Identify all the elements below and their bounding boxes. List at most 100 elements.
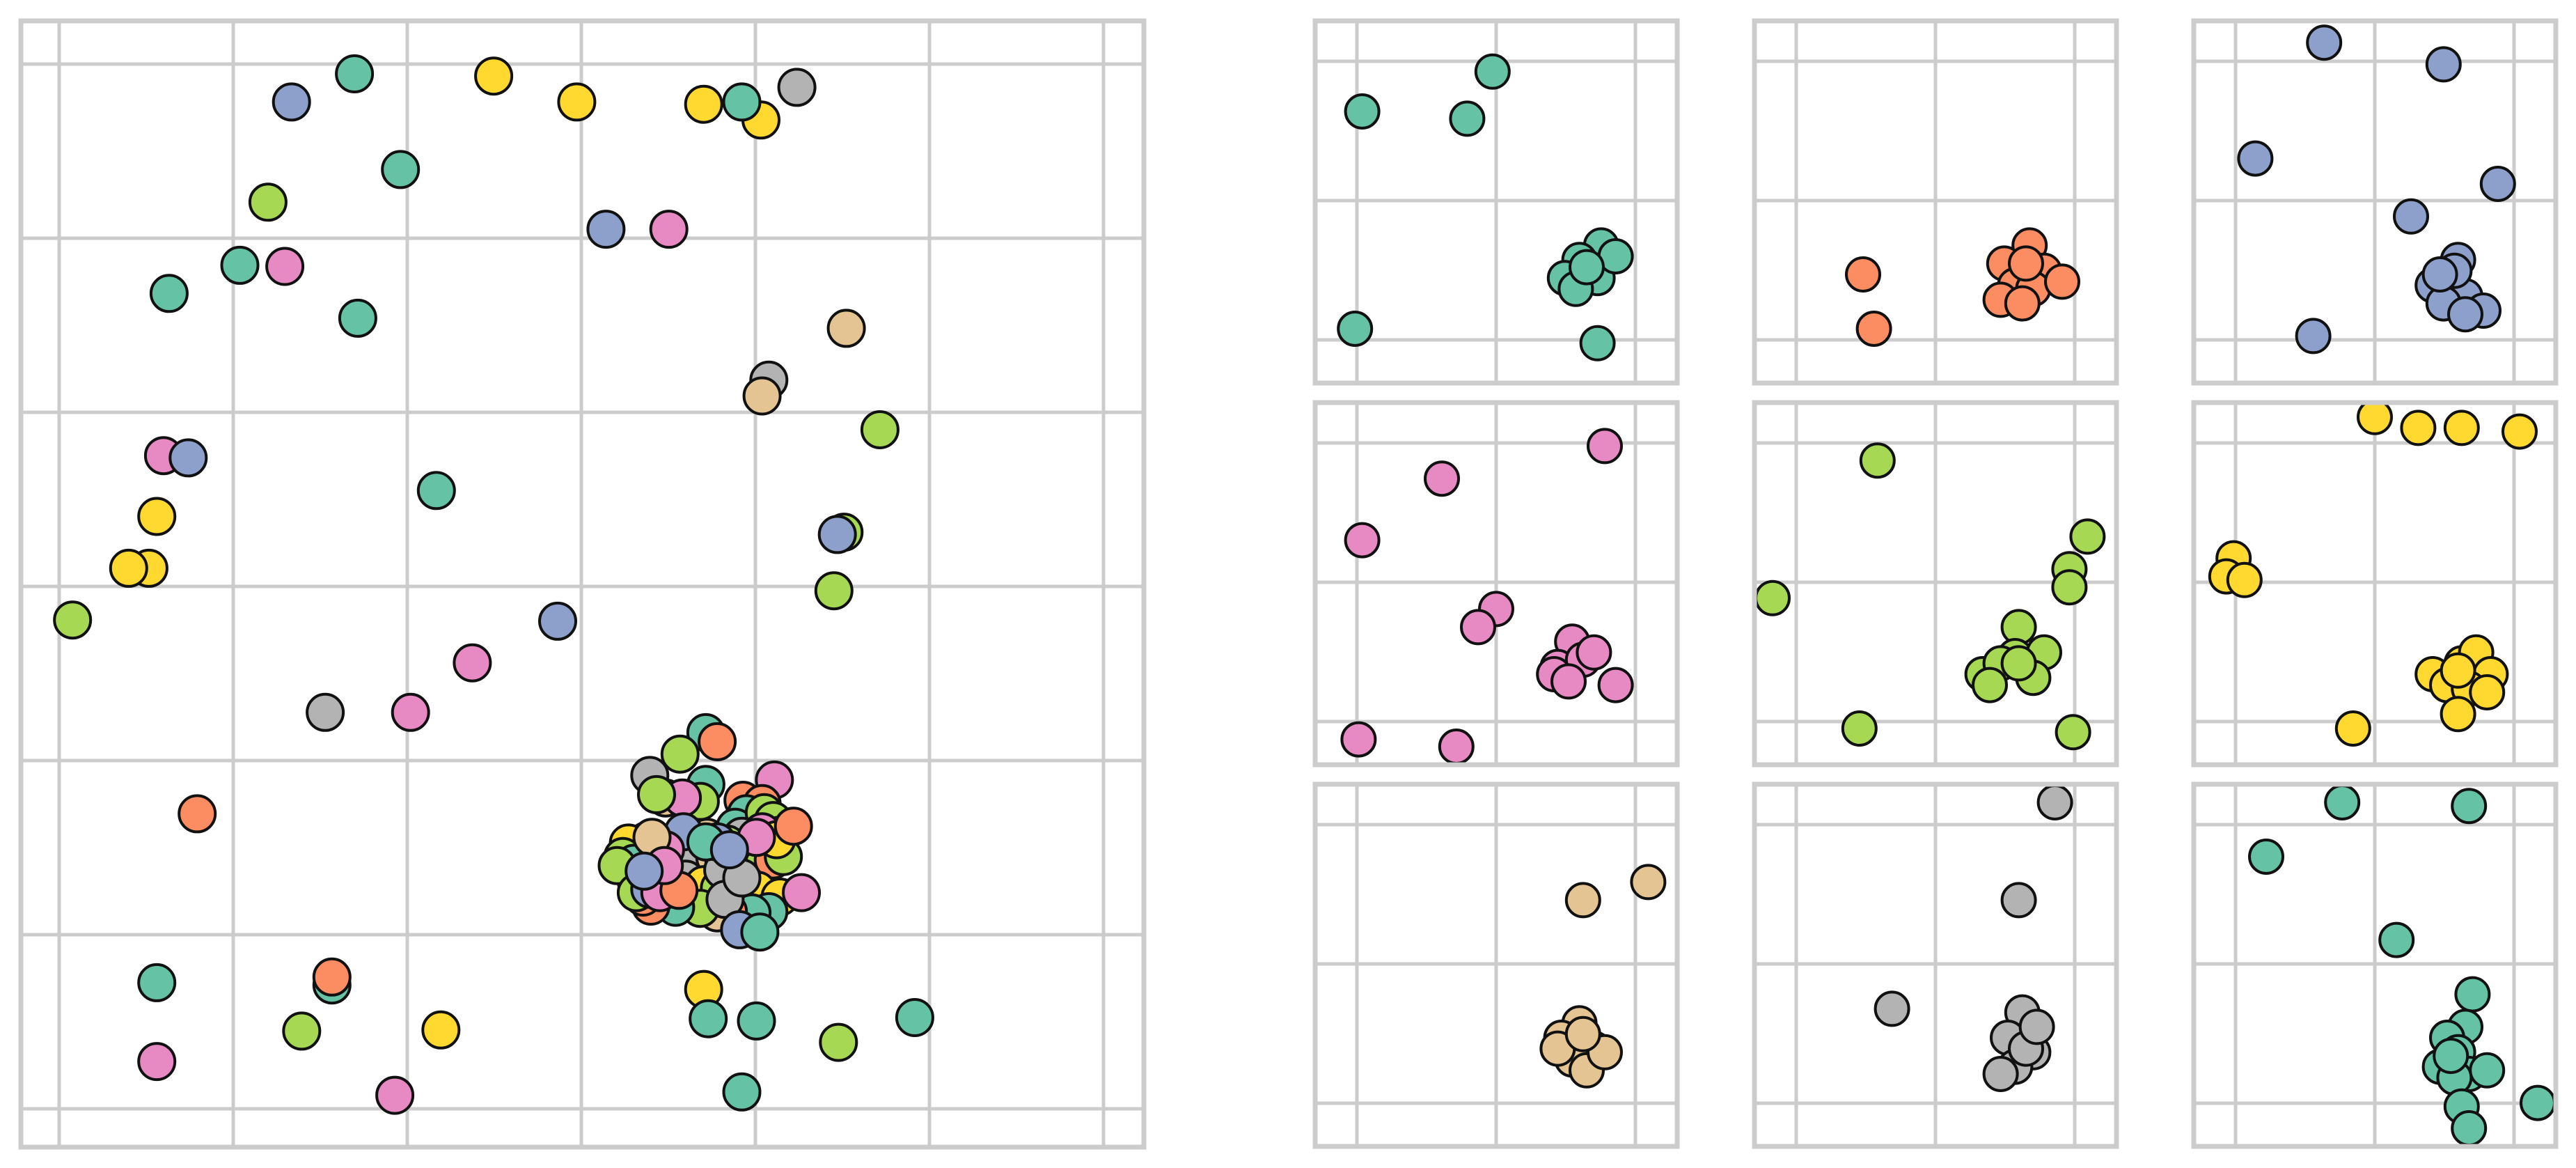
gridlines bbox=[1315, 784, 1677, 1146]
data-point-yellow bbox=[2440, 652, 2476, 689]
points bbox=[2248, 784, 2556, 1146]
data-point-pink bbox=[1344, 522, 1381, 559]
data-point-orange bbox=[2008, 245, 2044, 282]
data-point-teal bbox=[416, 471, 456, 511]
data-point-gray bbox=[2018, 1009, 2055, 1045]
data-point-teal bbox=[1569, 249, 1605, 286]
data-point-pink bbox=[391, 692, 430, 732]
data-point-teal bbox=[381, 150, 421, 189]
data-point-blue bbox=[538, 601, 577, 641]
data-point-teal bbox=[722, 82, 762, 122]
data-point-teal bbox=[2248, 839, 2284, 875]
data-point-orange bbox=[312, 957, 352, 997]
data-point-green bbox=[1754, 579, 1791, 616]
panel-gray bbox=[1752, 781, 2119, 1149]
data-point-tan bbox=[1564, 882, 1601, 919]
data-point-green bbox=[53, 600, 93, 640]
data-point-tan bbox=[1630, 864, 1667, 901]
data-point-teal bbox=[220, 245, 260, 285]
data-point-tan bbox=[826, 309, 866, 348]
data-point-gray bbox=[777, 68, 817, 107]
panel-frame bbox=[1312, 400, 1680, 768]
panel-frame bbox=[1752, 18, 2119, 386]
data-point-gray bbox=[2036, 784, 2073, 820]
data-point-gray bbox=[2000, 882, 2037, 919]
data-point-teal bbox=[1474, 53, 1511, 90]
data-point-teal bbox=[2433, 1038, 2469, 1074]
data-point-green bbox=[2055, 714, 2091, 751]
data-point-pink bbox=[1550, 663, 1587, 700]
data-point-blue bbox=[625, 851, 664, 891]
data-point-teal bbox=[2469, 1052, 2506, 1089]
points bbox=[1337, 53, 1634, 361]
panel-yellow bbox=[2191, 400, 2559, 768]
data-point-teal bbox=[722, 1072, 762, 1112]
data-point-teal bbox=[338, 298, 377, 338]
data-point-green bbox=[282, 1011, 322, 1051]
data-point-blue bbox=[272, 82, 311, 122]
data-point-blue bbox=[817, 515, 857, 554]
data-point-pink bbox=[782, 873, 821, 912]
data-point-teal bbox=[1449, 100, 1486, 137]
panel-overview bbox=[18, 18, 1147, 1150]
panel-frame bbox=[1312, 18, 1680, 386]
data-point-orange bbox=[1855, 311, 1892, 347]
data-point-teal bbox=[2324, 784, 2361, 820]
data-point-gray bbox=[1982, 1056, 2019, 1092]
panel-frame bbox=[1312, 781, 1680, 1149]
data-point-green bbox=[1972, 667, 2008, 703]
data-point-green bbox=[2051, 569, 2088, 606]
data-point-blue bbox=[586, 210, 626, 249]
gridlines bbox=[1754, 784, 2116, 1146]
data-point-green bbox=[2000, 645, 2037, 682]
points bbox=[2237, 24, 2516, 355]
data-point-teal bbox=[689, 999, 728, 1038]
data-point-tan bbox=[1564, 1015, 1601, 1052]
points bbox=[1874, 784, 2073, 1092]
data-point-pink bbox=[453, 643, 492, 683]
data-point-teal bbox=[149, 274, 189, 313]
data-point-blue bbox=[709, 830, 749, 870]
points bbox=[1539, 864, 1667, 1089]
data-point-blue bbox=[168, 438, 208, 478]
data-point-pink bbox=[1340, 721, 1377, 758]
data-point-pink bbox=[137, 1042, 177, 1082]
data-point-yellow bbox=[684, 84, 723, 124]
data-point-yellow bbox=[2357, 403, 2393, 435]
data-point-green bbox=[1859, 442, 1896, 479]
data-point-yellow bbox=[2443, 410, 2480, 446]
gridlines bbox=[2194, 784, 2556, 1146]
data-point-orange bbox=[178, 794, 217, 834]
data-point-blue bbox=[2479, 166, 2516, 202]
data-point-teal bbox=[895, 998, 934, 1037]
data-point-teal bbox=[335, 54, 375, 93]
data-point-green bbox=[814, 571, 854, 611]
panel-teal bbox=[1312, 18, 1680, 386]
panel-frame bbox=[2191, 781, 2559, 1149]
data-point-yellow bbox=[557, 82, 597, 122]
data-point-teal bbox=[2520, 1084, 2556, 1121]
points bbox=[1845, 227, 2080, 347]
data-point-orange bbox=[2004, 285, 2041, 322]
panel-frame bbox=[1752, 400, 2119, 768]
data-point-yellow bbox=[474, 56, 514, 96]
points bbox=[53, 54, 934, 1115]
data-point-green bbox=[860, 410, 900, 449]
data-point-yellow bbox=[421, 1010, 461, 1050]
data-point-pink bbox=[1438, 729, 1475, 765]
data-point-teal bbox=[2451, 1110, 2488, 1146]
data-point-green bbox=[637, 774, 676, 814]
data-point-orange bbox=[773, 807, 813, 846]
data-point-blue bbox=[2295, 318, 2332, 355]
data-point-pink bbox=[1460, 609, 1496, 646]
data-point-yellow bbox=[2440, 696, 2476, 733]
points bbox=[1754, 442, 2106, 751]
data-point-yellow bbox=[2400, 410, 2437, 446]
data-point-yellow bbox=[137, 497, 177, 536]
data-point-pink bbox=[1587, 428, 1623, 465]
gridlines bbox=[1315, 403, 1677, 765]
data-point-teal bbox=[137, 963, 177, 1002]
data-point-green bbox=[2069, 518, 2106, 555]
